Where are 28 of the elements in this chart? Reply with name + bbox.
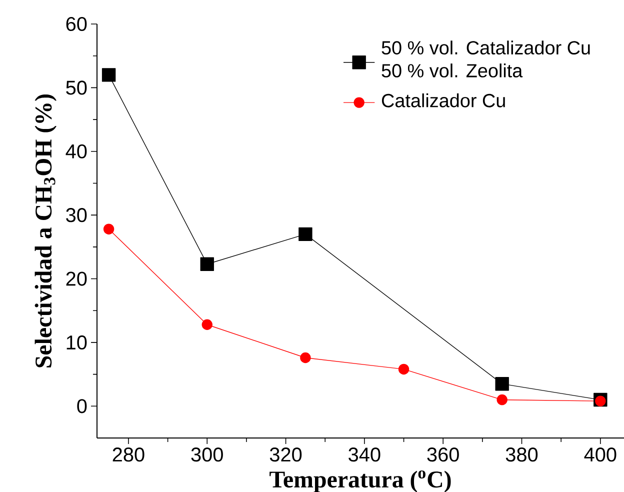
point [202, 319, 212, 330]
point [300, 352, 311, 364]
y-tick-label: 50 [66, 80, 87, 95]
point [102, 68, 116, 82]
y-tick-label: 40 [66, 144, 87, 158]
y-tick-label: 30 [66, 208, 87, 222]
point [398, 364, 410, 375]
legend-label: 50 % vol. Catalizador Cu 50 % vol. Zeolita [382, 40, 590, 78]
point [495, 377, 509, 391]
y-tick-label: 20 [66, 272, 87, 286]
x-tick-label: 380 [506, 448, 538, 462]
x-axis-title: Temperatura ($^{o}$C) [270, 470, 451, 492]
point [298, 227, 312, 242]
legend-label: Catalizador Cu [382, 93, 505, 108]
x-tick-label: 320 [270, 448, 302, 462]
x-tick-label: 300 [191, 448, 223, 462]
y-axis-title: Selectividad a CH$_{3}$OH (%) [34, 94, 56, 368]
x-tick-label: 360 [427, 448, 459, 462]
point [103, 224, 114, 234]
point [496, 394, 508, 406]
y-tick-label: 60 [66, 16, 87, 32]
point [200, 257, 214, 271]
point [595, 396, 606, 406]
x-tick-label: 400 [584, 448, 616, 462]
y-tick-label: 0 [77, 399, 87, 414]
y-tick-label: 10 [66, 335, 87, 350]
x-tick-label: 280 [112, 448, 144, 462]
x-tick-label: 340 [348, 448, 380, 462]
